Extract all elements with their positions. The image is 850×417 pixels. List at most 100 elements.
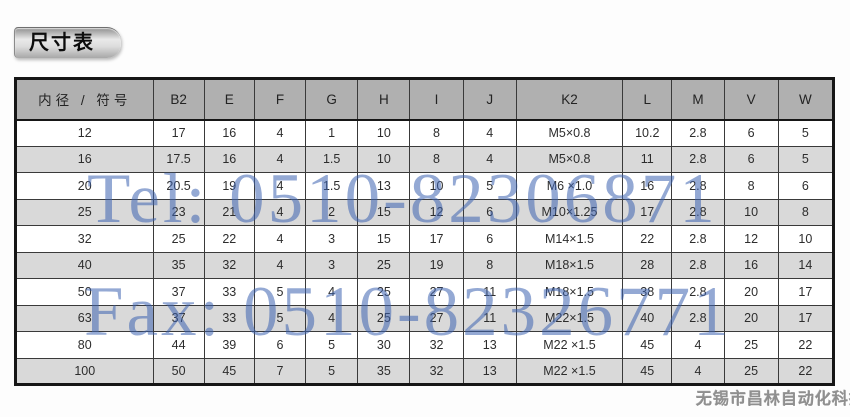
- dimension-table: 内径 / 符号 B2 E F G H I J K2 L M V W 12 17 16 4 1 10 8 4 M5×0.8…: [14, 77, 835, 386]
- table-cell: 32: [203, 251, 255, 279]
- table-cell: 19: [409, 251, 464, 279]
- table-cell: 80: [15, 331, 154, 359]
- table-cell: 20: [15, 172, 154, 200]
- table-cell: M5×0.8: [515, 145, 624, 173]
- table-cell: 10.2: [622, 119, 673, 147]
- table-row: 50 37 33 5 4 25 27 11 M18×1.5 38 2.8 20 17: [15, 278, 835, 306]
- table-cell: 2.8: [671, 145, 725, 173]
- column-header: B2: [152, 78, 205, 121]
- table-cell: 16: [622, 172, 673, 200]
- table-cell: M6 ×1.0: [515, 172, 624, 200]
- table-cell: 10: [357, 119, 411, 147]
- column-header: K2: [515, 78, 624, 121]
- size-table: 内径 / 符号 B2 E F G H I J K2 L M V W 12 17 16 4 1 10 8 4 M5×0.8…: [14, 77, 835, 386]
- table-cell: 4: [253, 251, 307, 279]
- table-cell: 17: [777, 304, 835, 332]
- table-cell: 30: [357, 331, 411, 359]
- column-header: M: [671, 78, 725, 121]
- table-cell: 2.8: [671, 119, 725, 147]
- table-cell: 40: [15, 251, 154, 279]
- table-cell: 16: [15, 145, 154, 173]
- table-row: 80 44 39 6 5 30 32 13 M22 ×1.5 45 4 25 22: [15, 331, 835, 359]
- table-cell: 13: [462, 357, 517, 385]
- table-row: 12 17 16 4 1 10 8 4 M5×0.8 10.2 2.8 6 5: [15, 119, 835, 147]
- table-cell: 6: [723, 119, 779, 147]
- table-cell: 45: [622, 331, 673, 359]
- table-cell: 2.8: [671, 225, 725, 253]
- table-cell: 25: [15, 198, 154, 226]
- table-cell: 22: [203, 225, 255, 253]
- table-cell: M22×1.5: [515, 304, 624, 332]
- table-cell: 5: [777, 119, 835, 147]
- table-row: 40 35 32 4 3 25 19 8 M18×1.5 28 2.8 16 14: [15, 251, 835, 279]
- table-cell: 5: [253, 304, 307, 332]
- table-cell: 17: [152, 119, 205, 147]
- table-body: 12 17 16 4 1 10 8 4 M5×0.8 10.2 2.8 6 5 16 17.5 16 4 1.5 1…: [15, 119, 835, 385]
- table-row: 16 17.5 16 4 1.5 10 8 4 M5×0.8 11 2.8 6 5: [15, 145, 835, 173]
- column-header: I: [409, 78, 464, 121]
- page-title: 尺寸表: [29, 32, 95, 54]
- table-cell: 19: [203, 172, 255, 200]
- table-cell: 33: [203, 278, 255, 306]
- table-cell: 11: [462, 304, 517, 332]
- table-cell: M22 ×1.5: [515, 357, 624, 385]
- table-cell: 4: [305, 278, 359, 306]
- table-cell: M18×1.5: [515, 251, 624, 279]
- table-cell: 20.5: [152, 172, 205, 200]
- table-cell: 6: [777, 172, 835, 200]
- table-cell: 100: [15, 357, 154, 385]
- table-cell: 10: [357, 145, 411, 173]
- table-cell: 8: [409, 119, 464, 147]
- table-cell: 17: [622, 198, 673, 226]
- table-cell: 5: [305, 331, 359, 359]
- table-cell: 32: [15, 225, 154, 253]
- table-cell: M18×1.5: [515, 278, 624, 306]
- table-cell: 16: [203, 119, 255, 147]
- table-cell: 37: [152, 278, 205, 306]
- table-cell: 4: [671, 331, 725, 359]
- table-cell: 5: [253, 278, 307, 306]
- table-cell: 6: [462, 225, 517, 253]
- table-cell: 22: [777, 357, 835, 385]
- table-cell: 11: [462, 278, 517, 306]
- table-cell: 37: [152, 304, 205, 332]
- column-header: J: [462, 78, 517, 121]
- table-cell: 21: [203, 198, 255, 226]
- table-cell: 45: [622, 357, 673, 385]
- table-cell: 35: [152, 251, 205, 279]
- table-cell: 14: [777, 251, 835, 279]
- table-row: 25 23 21 4 2 15 12 6 M10×1.25 17 2.8 10 8: [15, 198, 835, 226]
- table-cell: 33: [203, 304, 255, 332]
- table-cell: 10: [409, 172, 464, 200]
- table-cell: 25: [723, 331, 779, 359]
- table-cell: 4: [305, 304, 359, 332]
- table-cell: 25: [357, 278, 411, 306]
- table-cell: 25: [357, 251, 411, 279]
- table-cell: 35: [357, 357, 411, 385]
- table-cell: 8: [462, 251, 517, 279]
- table-cell: 50: [15, 278, 154, 306]
- table-cell: 2.8: [671, 251, 725, 279]
- table-cell: 12: [723, 225, 779, 253]
- table-cell: 38: [622, 278, 673, 306]
- table-cell: 10: [777, 225, 835, 253]
- table-cell: 8: [409, 145, 464, 173]
- table-row: 20 20.5 19 4 1.5 13 10 5 M6 ×1.0 16 2.8 8 6: [15, 172, 835, 200]
- watermark-company: 无锡市昌林自动化科技: [696, 391, 850, 408]
- table-row: 100 50 45 7 5 35 32 13 M22 ×1.5 45 4 25 22: [15, 357, 835, 385]
- table-cell: 22: [777, 331, 835, 359]
- column-header: G: [305, 78, 359, 121]
- table-cell: 12: [409, 198, 464, 226]
- table-cell: 5: [777, 145, 835, 173]
- table-cell: 27: [409, 304, 464, 332]
- table-cell: 4: [253, 198, 307, 226]
- table-cell: M22 ×1.5: [515, 331, 624, 359]
- table-cell: 13: [462, 331, 517, 359]
- table-cell: 16: [723, 251, 779, 279]
- table-cell: 1.5: [305, 145, 359, 173]
- table-cell: 25: [152, 225, 205, 253]
- column-header: W: [777, 78, 835, 121]
- table-cell: 4: [253, 145, 307, 173]
- table-cell: 28: [622, 251, 673, 279]
